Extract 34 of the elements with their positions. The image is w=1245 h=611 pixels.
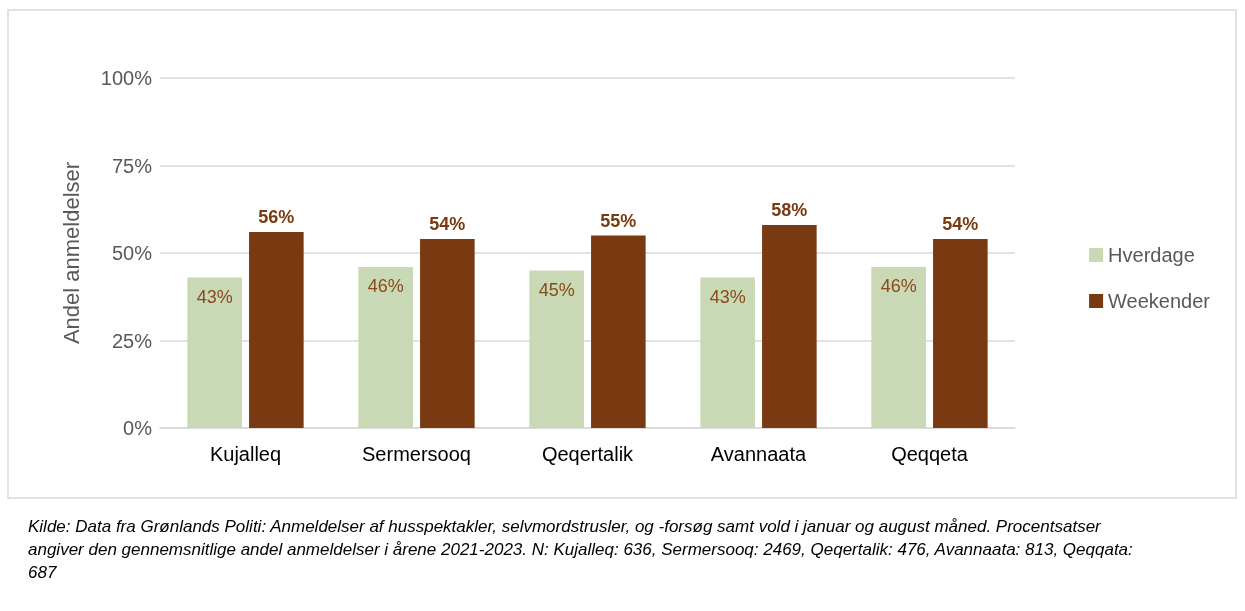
data-label: 56% — [258, 207, 295, 227]
y-tick-label: 0% — [123, 417, 153, 439]
bar — [871, 267, 926, 428]
data-label: 55% — [600, 210, 637, 231]
bar — [762, 225, 817, 428]
bar — [249, 232, 304, 428]
x-tick-label: Qeqqeta — [891, 443, 969, 465]
y-axis-title: Andel anmeldelser — [58, 161, 84, 345]
y-tick-label: 25% — [111, 329, 153, 352]
data-label: 43% — [709, 286, 746, 307]
bar — [700, 277, 755, 428]
y-tick-label: 75% — [111, 154, 153, 177]
x-tick-label: Kujalleq — [209, 443, 282, 465]
bar — [187, 277, 242, 428]
data-label: 43% — [196, 286, 233, 307]
y-tick-label: 50% — [111, 242, 153, 264]
x-tick-label: Avannaata — [710, 443, 808, 465]
data-label: 58% — [771, 200, 808, 220]
bar — [358, 267, 413, 428]
data-label: 45% — [538, 279, 575, 300]
data-label: 46% — [880, 276, 917, 296]
x-tick-label: Sermersooq — [362, 443, 471, 465]
data-label: 54% — [429, 214, 466, 234]
legend-label: Hverdage — [1108, 244, 1195, 266]
data-label: 46% — [367, 276, 404, 296]
bar — [591, 235, 646, 428]
bar — [529, 270, 584, 428]
data-label: 54% — [942, 214, 979, 234]
bar — [933, 239, 988, 428]
y-tick-label: 100% — [100, 67, 153, 89]
text: Kilde: Data fra Grønlands Politi: Anmeldelser af husspektakler, selvmordstrusler, og -forsøg samt vold i januar og august måned. Procentsatser angiver den gennemsnitlige andel anmeldelser i årene 2021-2023. N: Kujalleq: 636, Sermersooq: 2469, Qeqertalik: 476, Avannaata: 813, Qeqqata: 687 — [28, 517, 1138, 582]
legend-label: Weekender — [1108, 290, 1211, 312]
x-tick-label: Qeqertalik — [541, 443, 635, 465]
bar — [420, 239, 475, 428]
